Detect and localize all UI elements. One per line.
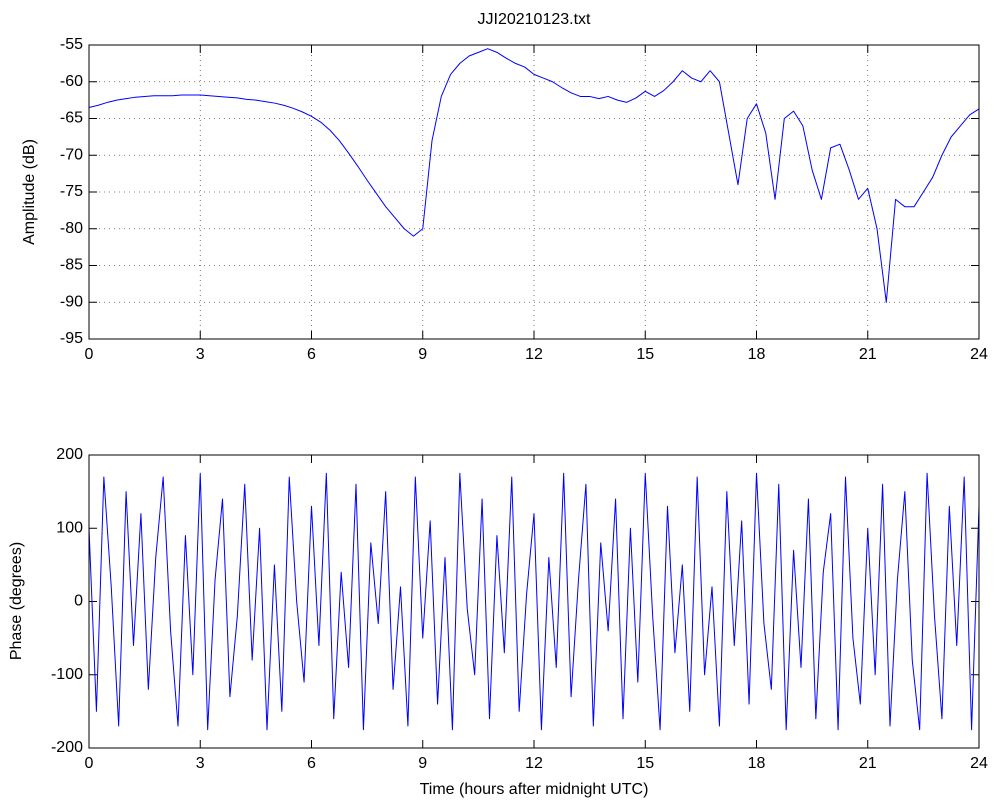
x-tick-label: 3 [196,346,205,363]
x-tick-label: 15 [636,755,654,772]
data-line [88,48,980,303]
x-tick-label: 24 [970,755,988,772]
y-tick-label: -85 [60,257,83,274]
y-axis-label: Phase (degrees) [8,542,25,660]
axes-box [88,454,980,749]
chart-title: JJI20210123.txt [478,11,592,28]
x-tick-label: 9 [418,755,427,772]
x-tick-label: 9 [418,346,427,363]
x-tick-label: 24 [970,346,988,363]
y-tick-label: -70 [60,146,83,163]
axes-box [88,44,980,340]
y-tick-label: 100 [56,519,83,536]
y-tick-label: -55 [60,36,83,53]
y-tick-label: -65 [60,110,83,127]
x-tick-label: 12 [525,755,543,772]
x-tick-label: 6 [307,346,316,363]
x-tick-label: 0 [85,346,94,363]
y-tick-label: -60 [60,73,83,90]
x-tick-label: 0 [85,755,94,772]
x-tick-label: 12 [525,346,543,363]
y-tick-label: -90 [60,293,83,310]
x-tick-label: 21 [859,755,877,772]
x-tick-label: 18 [748,755,766,772]
y-tick-label: 0 [74,593,83,610]
x-tick-label: 3 [196,755,205,772]
y-tick-label: -75 [60,183,83,200]
x-tick-label: 6 [307,755,316,772]
y-axis-label: Amplitude (dB) [21,139,38,245]
y-tick-label: -100 [51,666,83,683]
x-tick-label: 21 [859,346,877,363]
data-line [88,472,980,731]
y-tick-label: -200 [51,739,83,756]
y-tick-label: -95 [60,330,83,347]
y-tick-label: 200 [56,446,83,463]
y-tick-label: -80 [60,220,83,237]
x-tick-label: 15 [636,346,654,363]
x-tick-label: 18 [748,346,766,363]
x-axis-label: Time (hours after midnight UTC) [420,781,649,798]
